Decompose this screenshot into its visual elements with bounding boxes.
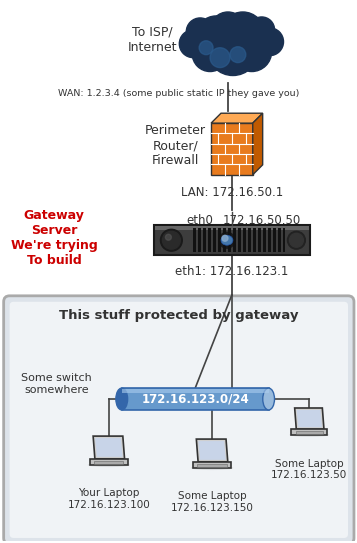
- Circle shape: [179, 30, 207, 58]
- Polygon shape: [253, 113, 263, 175]
- Circle shape: [256, 28, 283, 55]
- Circle shape: [222, 235, 228, 241]
- FancyBboxPatch shape: [248, 228, 251, 252]
- FancyBboxPatch shape: [203, 228, 206, 252]
- Polygon shape: [211, 123, 253, 175]
- FancyBboxPatch shape: [263, 228, 266, 252]
- Text: LAN: 172.16.50.1: LAN: 172.16.50.1: [181, 186, 283, 199]
- Ellipse shape: [191, 466, 233, 470]
- FancyBboxPatch shape: [238, 228, 241, 252]
- FancyBboxPatch shape: [154, 225, 310, 255]
- Polygon shape: [297, 410, 322, 427]
- FancyBboxPatch shape: [193, 462, 231, 468]
- Circle shape: [249, 17, 275, 43]
- Circle shape: [199, 41, 213, 55]
- FancyBboxPatch shape: [90, 459, 128, 465]
- Polygon shape: [196, 439, 228, 462]
- Text: 172.16.50.50: 172.16.50.50: [222, 214, 301, 227]
- Circle shape: [290, 233, 303, 247]
- Text: Your Laptop
172.16.123.100: Your Laptop 172.16.123.100: [67, 488, 150, 510]
- FancyBboxPatch shape: [291, 429, 327, 435]
- Ellipse shape: [290, 433, 329, 437]
- Polygon shape: [93, 436, 125, 459]
- FancyBboxPatch shape: [253, 228, 256, 252]
- FancyBboxPatch shape: [198, 228, 201, 252]
- Circle shape: [232, 32, 272, 72]
- FancyBboxPatch shape: [122, 389, 268, 393]
- FancyBboxPatch shape: [277, 228, 281, 252]
- FancyBboxPatch shape: [94, 460, 124, 464]
- Text: To ISP/
Internet: To ISP/ Internet: [128, 26, 177, 54]
- FancyBboxPatch shape: [208, 228, 211, 252]
- Text: This stuff protected by gateway: This stuff protected by gateway: [59, 309, 298, 322]
- FancyBboxPatch shape: [122, 388, 268, 410]
- FancyBboxPatch shape: [268, 228, 271, 252]
- Circle shape: [210, 12, 246, 48]
- Circle shape: [165, 234, 171, 240]
- Polygon shape: [198, 441, 226, 460]
- Text: 172.16.123.0/24: 172.16.123.0/24: [141, 393, 249, 406]
- FancyBboxPatch shape: [223, 228, 226, 252]
- Ellipse shape: [263, 388, 275, 410]
- Text: Some Laptop
172.16.123.50: Some Laptop 172.16.123.50: [271, 459, 347, 480]
- Circle shape: [287, 231, 305, 249]
- FancyBboxPatch shape: [218, 228, 221, 252]
- FancyBboxPatch shape: [296, 431, 323, 434]
- Text: Perimeter
Router/
Firewall: Perimeter Router/ Firewall: [145, 124, 206, 167]
- FancyBboxPatch shape: [233, 228, 236, 252]
- Circle shape: [207, 24, 259, 75]
- Circle shape: [192, 36, 228, 72]
- Circle shape: [221, 12, 265, 55]
- FancyBboxPatch shape: [282, 228, 286, 252]
- Text: Some Laptop
172.16.123.150: Some Laptop 172.16.123.150: [171, 491, 253, 513]
- FancyBboxPatch shape: [273, 228, 276, 252]
- Circle shape: [186, 18, 214, 46]
- Circle shape: [162, 231, 180, 249]
- Ellipse shape: [88, 463, 130, 467]
- Text: eth1: 172.16.123.1: eth1: 172.16.123.1: [175, 266, 288, 279]
- Circle shape: [196, 16, 236, 55]
- Circle shape: [160, 229, 182, 251]
- Circle shape: [219, 232, 235, 248]
- Text: Gateway
Server
We're trying
To build: Gateway Server We're trying To build: [11, 209, 98, 267]
- FancyBboxPatch shape: [10, 302, 348, 538]
- Ellipse shape: [116, 388, 127, 410]
- FancyBboxPatch shape: [213, 228, 216, 252]
- FancyBboxPatch shape: [258, 228, 261, 252]
- FancyBboxPatch shape: [155, 226, 309, 230]
- FancyBboxPatch shape: [4, 296, 354, 543]
- FancyBboxPatch shape: [197, 464, 227, 467]
- FancyBboxPatch shape: [228, 228, 231, 252]
- Polygon shape: [295, 408, 324, 429]
- FancyBboxPatch shape: [243, 228, 246, 252]
- Polygon shape: [211, 113, 263, 123]
- Text: eth0: eth0: [187, 214, 213, 227]
- Circle shape: [210, 48, 230, 67]
- Text: WAN: 1.2.3.4 (some public static IP they gave you): WAN: 1.2.3.4 (some public static IP they…: [57, 89, 299, 98]
- FancyBboxPatch shape: [193, 228, 196, 252]
- Polygon shape: [95, 438, 122, 457]
- Circle shape: [230, 47, 246, 62]
- Text: Some switch
somewhere: Some switch somewhere: [21, 374, 92, 395]
- Ellipse shape: [221, 235, 233, 245]
